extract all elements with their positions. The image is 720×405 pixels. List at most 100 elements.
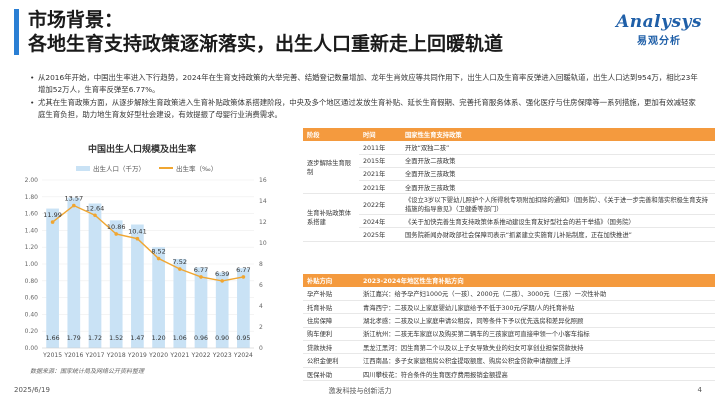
logo-text-en: Analysys bbox=[616, 12, 702, 32]
rate-point bbox=[72, 203, 76, 208]
policy-cell: 全面开放二孩政策 bbox=[401, 154, 715, 168]
x-tick-label: Y2020 bbox=[148, 352, 168, 359]
table-row: 医保补助 四川攀枝花：符合条件的生育医疗费用报销金额提高 bbox=[303, 367, 715, 382]
title-line-2: 各地生育支持政策逐渐落实，出生人口重新走上回暖轨道 bbox=[28, 33, 504, 55]
bar bbox=[88, 203, 102, 348]
subsidy-cell: 浙江嘉兴：给予孕产妇1000元（一孩）、2000元（二孩）、3000元（三孩）一… bbox=[359, 287, 715, 301]
x-tick-label: Y2019 bbox=[127, 352, 147, 359]
right-tick-label: 12 bbox=[259, 219, 267, 226]
direction-cell: 住房保障 bbox=[303, 313, 359, 328]
bar-value-label: 1.20 bbox=[152, 335, 166, 342]
table-row: 2021年 全面开放三孩政策 bbox=[303, 167, 715, 182]
legend-item-births: 出生人口（千万） bbox=[76, 163, 145, 173]
direction-cell: 孕产补贴 bbox=[303, 287, 359, 301]
rate-point bbox=[93, 213, 97, 218]
year-cell: 2025年 bbox=[359, 227, 401, 242]
policy-cell: 国务院新闻办财政部社会保障司表示“抓紧建立实施育儿补贴制度，正在加快推进” bbox=[401, 227, 715, 242]
bullet-item: 从2016年开始，中国出生率进入下行趋势，2024年在生育支持政策的大举完善、结… bbox=[30, 72, 700, 95]
header-regional: 2023-2024年地区性生育补贴方向 bbox=[359, 274, 715, 287]
analysys-logo: Analysys 易观分析 bbox=[616, 12, 702, 47]
x-tick-label: Y2021 bbox=[169, 352, 189, 359]
data-source-note: 数据来源：国家统计局及网络公开资料整理 bbox=[30, 368, 145, 375]
direction-cell: 公积金便利 bbox=[303, 353, 359, 368]
legend-swatch-bar bbox=[76, 165, 90, 171]
page-number: 4 bbox=[697, 386, 702, 394]
bar-value-label: 1.72 bbox=[88, 335, 102, 342]
direction-cell: 医保补助 bbox=[303, 367, 359, 382]
x-tick-label: Y2015 bbox=[42, 352, 62, 359]
policy-cell: 全面开放三孩政策 bbox=[401, 180, 715, 195]
bar-value-label: 0.96 bbox=[194, 335, 208, 342]
rate-point bbox=[156, 256, 161, 261]
table-row: 孕产补贴 浙江嘉兴：给予孕产妇1000元（一孩）、2000元（二孩）、3000元（… bbox=[303, 287, 715, 301]
rate-value-label: 12.64 bbox=[86, 204, 105, 212]
bar-value-label: 1.66 bbox=[46, 335, 60, 342]
policy-cell: 《关于加快完善生育支持政策体系推动建设生育友好型社会的若干举措》（国务院） bbox=[401, 214, 715, 229]
rate-value-label: 6.77 bbox=[194, 266, 208, 274]
policy-cell: 《设立3岁以下婴幼儿照护个人所得税专项附加扣除的通知》（国务院）、《关于进一步完… bbox=[401, 193, 715, 216]
bar-value-label: 1.79 bbox=[67, 335, 81, 342]
rate-point bbox=[220, 279, 224, 283]
legend-swatch-line bbox=[159, 167, 173, 169]
bar bbox=[152, 247, 165, 348]
bar-value-label: 0.95 bbox=[236, 335, 250, 342]
right-tick-label: 6 bbox=[259, 282, 263, 289]
table-row: 托育补贴 青海西宁：二孩及以上家庭婴幼儿家庭给予不低于300元/学期/人的托育补贴 bbox=[303, 300, 715, 315]
table-row: 2025年 国务院新闻办财政部社会保障司表示“抓紧建立实施育儿补贴制度，正在加快… bbox=[303, 227, 715, 242]
left-tick-label: 2.00 bbox=[25, 177, 39, 184]
right-tick-label: 8 bbox=[259, 261, 263, 268]
chart-legend: 出生人口（千万） 出生率（‰） bbox=[76, 163, 217, 173]
table-row: 购车便利 浙江杭州：二孩无车家庭以及购买第二辆车的三孩家庭可直接申领一个小客车指标 bbox=[303, 327, 715, 342]
x-tick-label: Y2016 bbox=[63, 352, 83, 359]
left-tick-label: 0.80 bbox=[25, 278, 39, 285]
header-policy: 国家性生育支持政策 bbox=[401, 128, 715, 141]
bullet-list: 从2016年开始，中国出生率进入下行趋势，2024年在生育支持政策的大举完善、结… bbox=[30, 72, 700, 122]
bar-value-label: 1.52 bbox=[109, 335, 123, 342]
rate-value-label: 10.41 bbox=[128, 228, 147, 236]
left-tick-label: 0.40 bbox=[25, 311, 39, 318]
title-line-1: 市场背景： bbox=[28, 9, 124, 31]
bar bbox=[215, 272, 229, 348]
subsidy-cell: 湖北孝感：二孩及以上家庭申请公租房，同等条件下予以优先选房和差异化照顾 bbox=[359, 313, 715, 328]
table-row: 贷款扶持 黑龙江黑河：因生育第二个以及以上子女导致失业的妇女可享创业担保贷款扶持 bbox=[303, 340, 715, 355]
header-direction: 补贴方向 bbox=[303, 274, 359, 287]
rate-point bbox=[199, 275, 203, 279]
year-cell: 2021年 bbox=[359, 167, 401, 182]
footer-slogan: 激发科技与创新活力 bbox=[328, 387, 392, 395]
bar bbox=[109, 220, 123, 348]
bar bbox=[194, 267, 208, 348]
policy-cell: 全面开放三孩政策 bbox=[401, 167, 715, 182]
table-header-row: 阶段 时间 国家性生育支持政策 bbox=[303, 128, 715, 141]
table-row: 住房保障 湖北孝感：二孩及以上家庭申请公租房，同等条件下予以优先选房和差异化照顾 bbox=[303, 313, 715, 328]
left-tick-label: 0.00 bbox=[25, 345, 39, 352]
legend-item-rate: 出生率（‰） bbox=[159, 163, 217, 173]
rate-point bbox=[241, 275, 246, 279]
right-tick-label: 2 bbox=[259, 324, 263, 331]
bar bbox=[67, 197, 81, 348]
x-tick-label: Y2017 bbox=[85, 352, 105, 359]
rate-value-label: 8.52 bbox=[151, 248, 165, 256]
stage-cell: 逐步解除生育限制 bbox=[303, 141, 359, 195]
direction-cell: 贷款扶持 bbox=[303, 340, 359, 355]
table-row: 2024年 《关于加快完善生育支持政策体系推动建设生育友好型社会的若干举措》（国… bbox=[303, 214, 715, 229]
left-tick-label: 1.60 bbox=[25, 211, 39, 218]
national-policy-table: 阶段 时间 国家性生育支持政策 逐步解除生育限制 2011年 开放“双独二孩” … bbox=[303, 128, 715, 242]
legend-label-rate: 出生率（‰） bbox=[176, 165, 218, 173]
left-tick-label: 1.20 bbox=[25, 244, 39, 251]
chart-title: 中国出生人口规模及出生率 bbox=[87, 145, 196, 155]
left-tick-label: 1.80 bbox=[25, 194, 39, 201]
page-title: 市场背景： 各地生育支持政策逐渐落实，出生人口重新走上回暖轨道 bbox=[28, 8, 503, 56]
rate-point bbox=[114, 232, 118, 236]
table-row: 公积金便利 江西南昌：多子女家庭租房公积金提取额度、购房公积金贷款申请额度上浮 bbox=[303, 353, 715, 368]
table-row: 生育补贴政策体系搭建 2022年 《设立3岁以下婴幼儿照护个人所得税专项附加扣除… bbox=[303, 193, 715, 242]
direction-cell: 托育补贴 bbox=[303, 300, 359, 315]
title-accent-bar bbox=[14, 9, 19, 55]
left-tick-label: 1.40 bbox=[25, 227, 39, 234]
chart-plot: 0.00 0.20 0.40 0.60 0.80 1.00 1.20 1.40 1.60 1.80… bbox=[25, 177, 267, 359]
rate-value-label: 13.57 bbox=[64, 195, 83, 203]
x-tick-label: Y2023 bbox=[212, 352, 232, 359]
policy-cell: 开放“双独二孩” bbox=[401, 141, 715, 155]
year-cell: 2015年 bbox=[359, 154, 401, 168]
right-tick-label: 4 bbox=[259, 303, 263, 310]
table-row: 2015年 全面开放二孩政策 bbox=[303, 154, 715, 168]
